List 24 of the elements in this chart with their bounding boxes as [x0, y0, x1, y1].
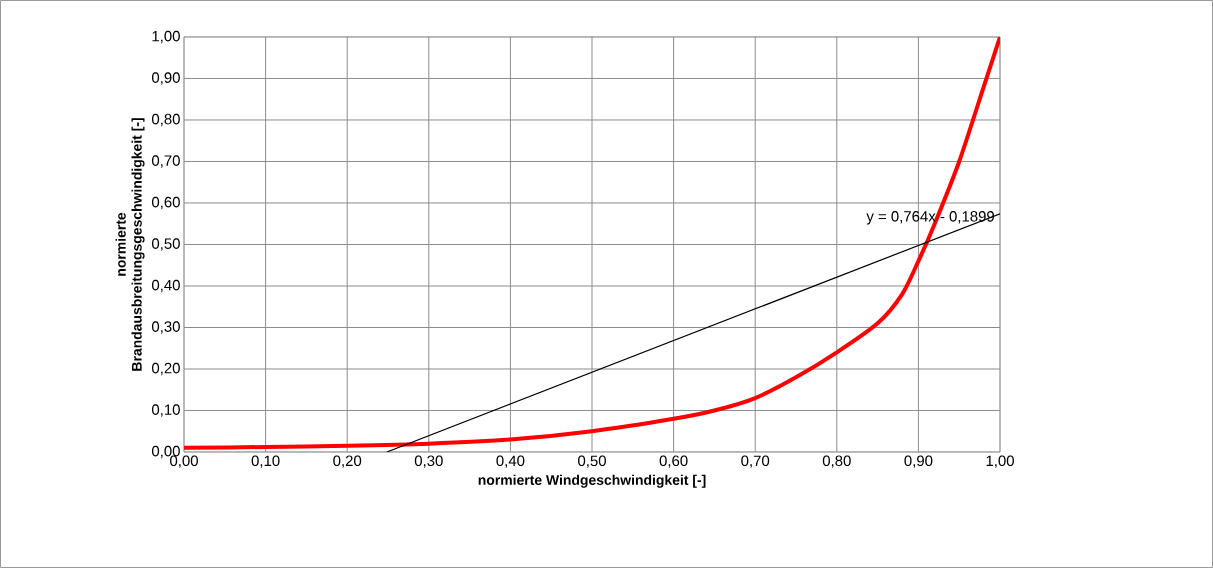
x-tick-label: 0,70 — [741, 455, 770, 468]
x-tick-label: 1,00 — [986, 455, 1014, 468]
x-tick-label: 0,90 — [904, 455, 933, 468]
y-tick-label: 0,40 — [151, 279, 180, 293]
x-tick-label: 0,30 — [414, 455, 443, 468]
x-axis-title: normierte Windgeschwindigkeit [-] — [478, 474, 706, 488]
y-tick-label: 0,60 — [151, 196, 180, 210]
line-series — [184, 36, 1001, 450]
x-tick-label: 0,20 — [333, 455, 362, 468]
y-tick-label: 0,20 — [151, 362, 180, 376]
y-tick-label: 0,50 — [151, 238, 180, 251]
y-axis-title: normierte Brandausbreitungsgeschwindigkeit [-] — [115, 118, 145, 371]
annotation: y = 0,764x - 0,1899 — [866, 211, 994, 225]
y-tick-label: 1,00 — [152, 30, 180, 44]
y-tick-label: 0,90 — [151, 72, 180, 85]
x-tick-label: 0,60 — [659, 455, 688, 468]
x-tick-label: 0,40 — [496, 455, 525, 468]
x-tick-label: 0,80 — [822, 455, 851, 468]
y-tick-label: 0,30 — [151, 321, 180, 334]
y-tick-label: 0,10 — [151, 404, 180, 417]
y-tick-label: 0,70 — [151, 155, 180, 168]
x-tick-label: 0,50 — [578, 455, 606, 468]
y-tick-label: 0,80 — [151, 113, 180, 127]
x-tick-label: 0,10 — [251, 455, 280, 468]
